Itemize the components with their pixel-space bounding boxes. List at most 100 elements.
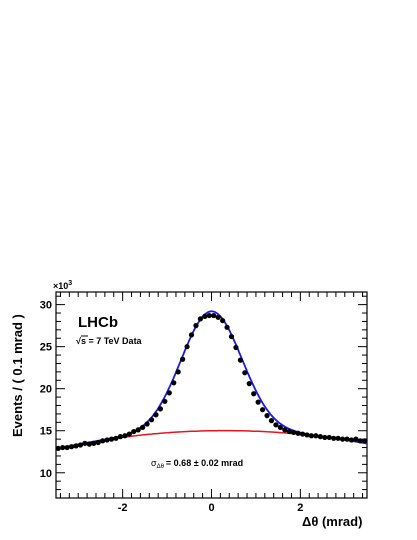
data-point xyxy=(326,434,332,441)
data-point xyxy=(60,444,66,451)
data-point xyxy=(317,434,323,440)
y-tick-label: 25 xyxy=(40,342,52,354)
data-point-marker xyxy=(215,314,221,320)
data-point xyxy=(304,432,310,438)
data-point xyxy=(215,314,221,320)
data-point-marker xyxy=(126,431,132,437)
data-point xyxy=(206,312,212,319)
data-point-marker xyxy=(166,390,172,396)
data-point-marker xyxy=(55,445,61,451)
data-point xyxy=(273,422,279,428)
data-point xyxy=(140,424,146,430)
data-point-marker xyxy=(113,435,119,441)
data-point xyxy=(308,433,315,439)
data-point xyxy=(286,428,292,435)
data-point-marker xyxy=(77,442,84,448)
data-point xyxy=(255,399,261,405)
signal-fit-layer xyxy=(55,310,368,450)
data-point xyxy=(197,316,203,322)
data-point xyxy=(113,435,119,441)
data-point-marker xyxy=(184,344,190,350)
data-point xyxy=(193,323,199,329)
data-point xyxy=(353,436,359,442)
data-point-marker xyxy=(162,398,168,404)
data-point-marker xyxy=(100,438,106,444)
data-point-marker xyxy=(233,344,239,351)
data-point-marker xyxy=(322,434,328,441)
data-points xyxy=(55,312,368,451)
data-point-marker xyxy=(282,427,288,433)
data-point-marker xyxy=(237,357,243,363)
data-point xyxy=(344,436,350,442)
data-point-marker xyxy=(251,391,257,397)
data-point xyxy=(282,427,288,433)
data-point xyxy=(144,421,150,427)
data-point xyxy=(362,438,368,444)
data-point xyxy=(64,444,70,451)
y-axis-label: Events / ( 0.1 mrad ) xyxy=(10,314,25,437)
data-point xyxy=(131,428,137,435)
data-point-marker xyxy=(140,424,146,430)
data-point-marker xyxy=(202,313,208,319)
y-tick-label: 15 xyxy=(40,426,52,438)
data-point-marker xyxy=(91,440,97,446)
data-point xyxy=(313,433,319,439)
data-point xyxy=(175,369,181,375)
data-point-marker xyxy=(117,434,124,440)
data-point xyxy=(184,344,190,350)
data-point-marker xyxy=(68,444,75,450)
data-point-marker xyxy=(220,317,226,324)
data-point xyxy=(246,381,252,387)
data-point-marker xyxy=(135,427,141,433)
data-point-marker xyxy=(255,399,261,405)
data-point xyxy=(264,413,270,419)
data-point xyxy=(211,312,217,319)
data-point-marker xyxy=(335,435,341,441)
data-point xyxy=(357,438,363,444)
data-point-marker xyxy=(268,418,275,424)
data-point-marker xyxy=(193,323,199,329)
data-point xyxy=(148,417,155,423)
data-point-marker xyxy=(211,312,217,319)
experiment-label: LHCb xyxy=(78,314,118,331)
data-point-marker xyxy=(291,429,297,436)
data-point xyxy=(157,406,164,412)
data-point-marker xyxy=(131,428,137,435)
data-point-marker xyxy=(264,413,270,419)
data-point-marker xyxy=(317,434,323,440)
data-point-marker xyxy=(144,421,150,427)
data-point xyxy=(268,418,275,424)
data-point-marker xyxy=(86,441,92,447)
data-point xyxy=(77,442,84,448)
data-point-marker xyxy=(308,433,315,439)
data-point xyxy=(153,412,159,418)
data-point-marker xyxy=(242,370,248,376)
data-point xyxy=(233,344,239,351)
data-point xyxy=(122,433,128,439)
data-point xyxy=(73,443,79,449)
data-point xyxy=(228,333,235,340)
data-point xyxy=(135,427,141,433)
data-point xyxy=(299,431,306,437)
data-point xyxy=(339,436,346,442)
data-point xyxy=(100,438,106,444)
data-point-marker xyxy=(357,438,363,444)
data-point-marker xyxy=(277,424,283,430)
tick-labels: -2 0 2 10 15 20 25 30 xyxy=(40,300,304,514)
energy-label: √s = 7 TeV Data xyxy=(76,336,143,346)
data-point-marker xyxy=(353,436,359,442)
data-point-marker xyxy=(344,436,350,442)
data-point-marker xyxy=(228,333,235,340)
data-point xyxy=(91,440,97,446)
data-point xyxy=(95,439,101,446)
y-tick-label: 10 xyxy=(40,468,52,480)
data-point-marker xyxy=(180,356,186,362)
data-point xyxy=(117,434,124,440)
data-point-marker xyxy=(104,437,110,443)
data-point-marker xyxy=(171,380,177,386)
data-point xyxy=(104,437,110,443)
data-point xyxy=(68,444,75,450)
data-point-marker xyxy=(295,430,301,436)
data-point xyxy=(251,391,257,397)
